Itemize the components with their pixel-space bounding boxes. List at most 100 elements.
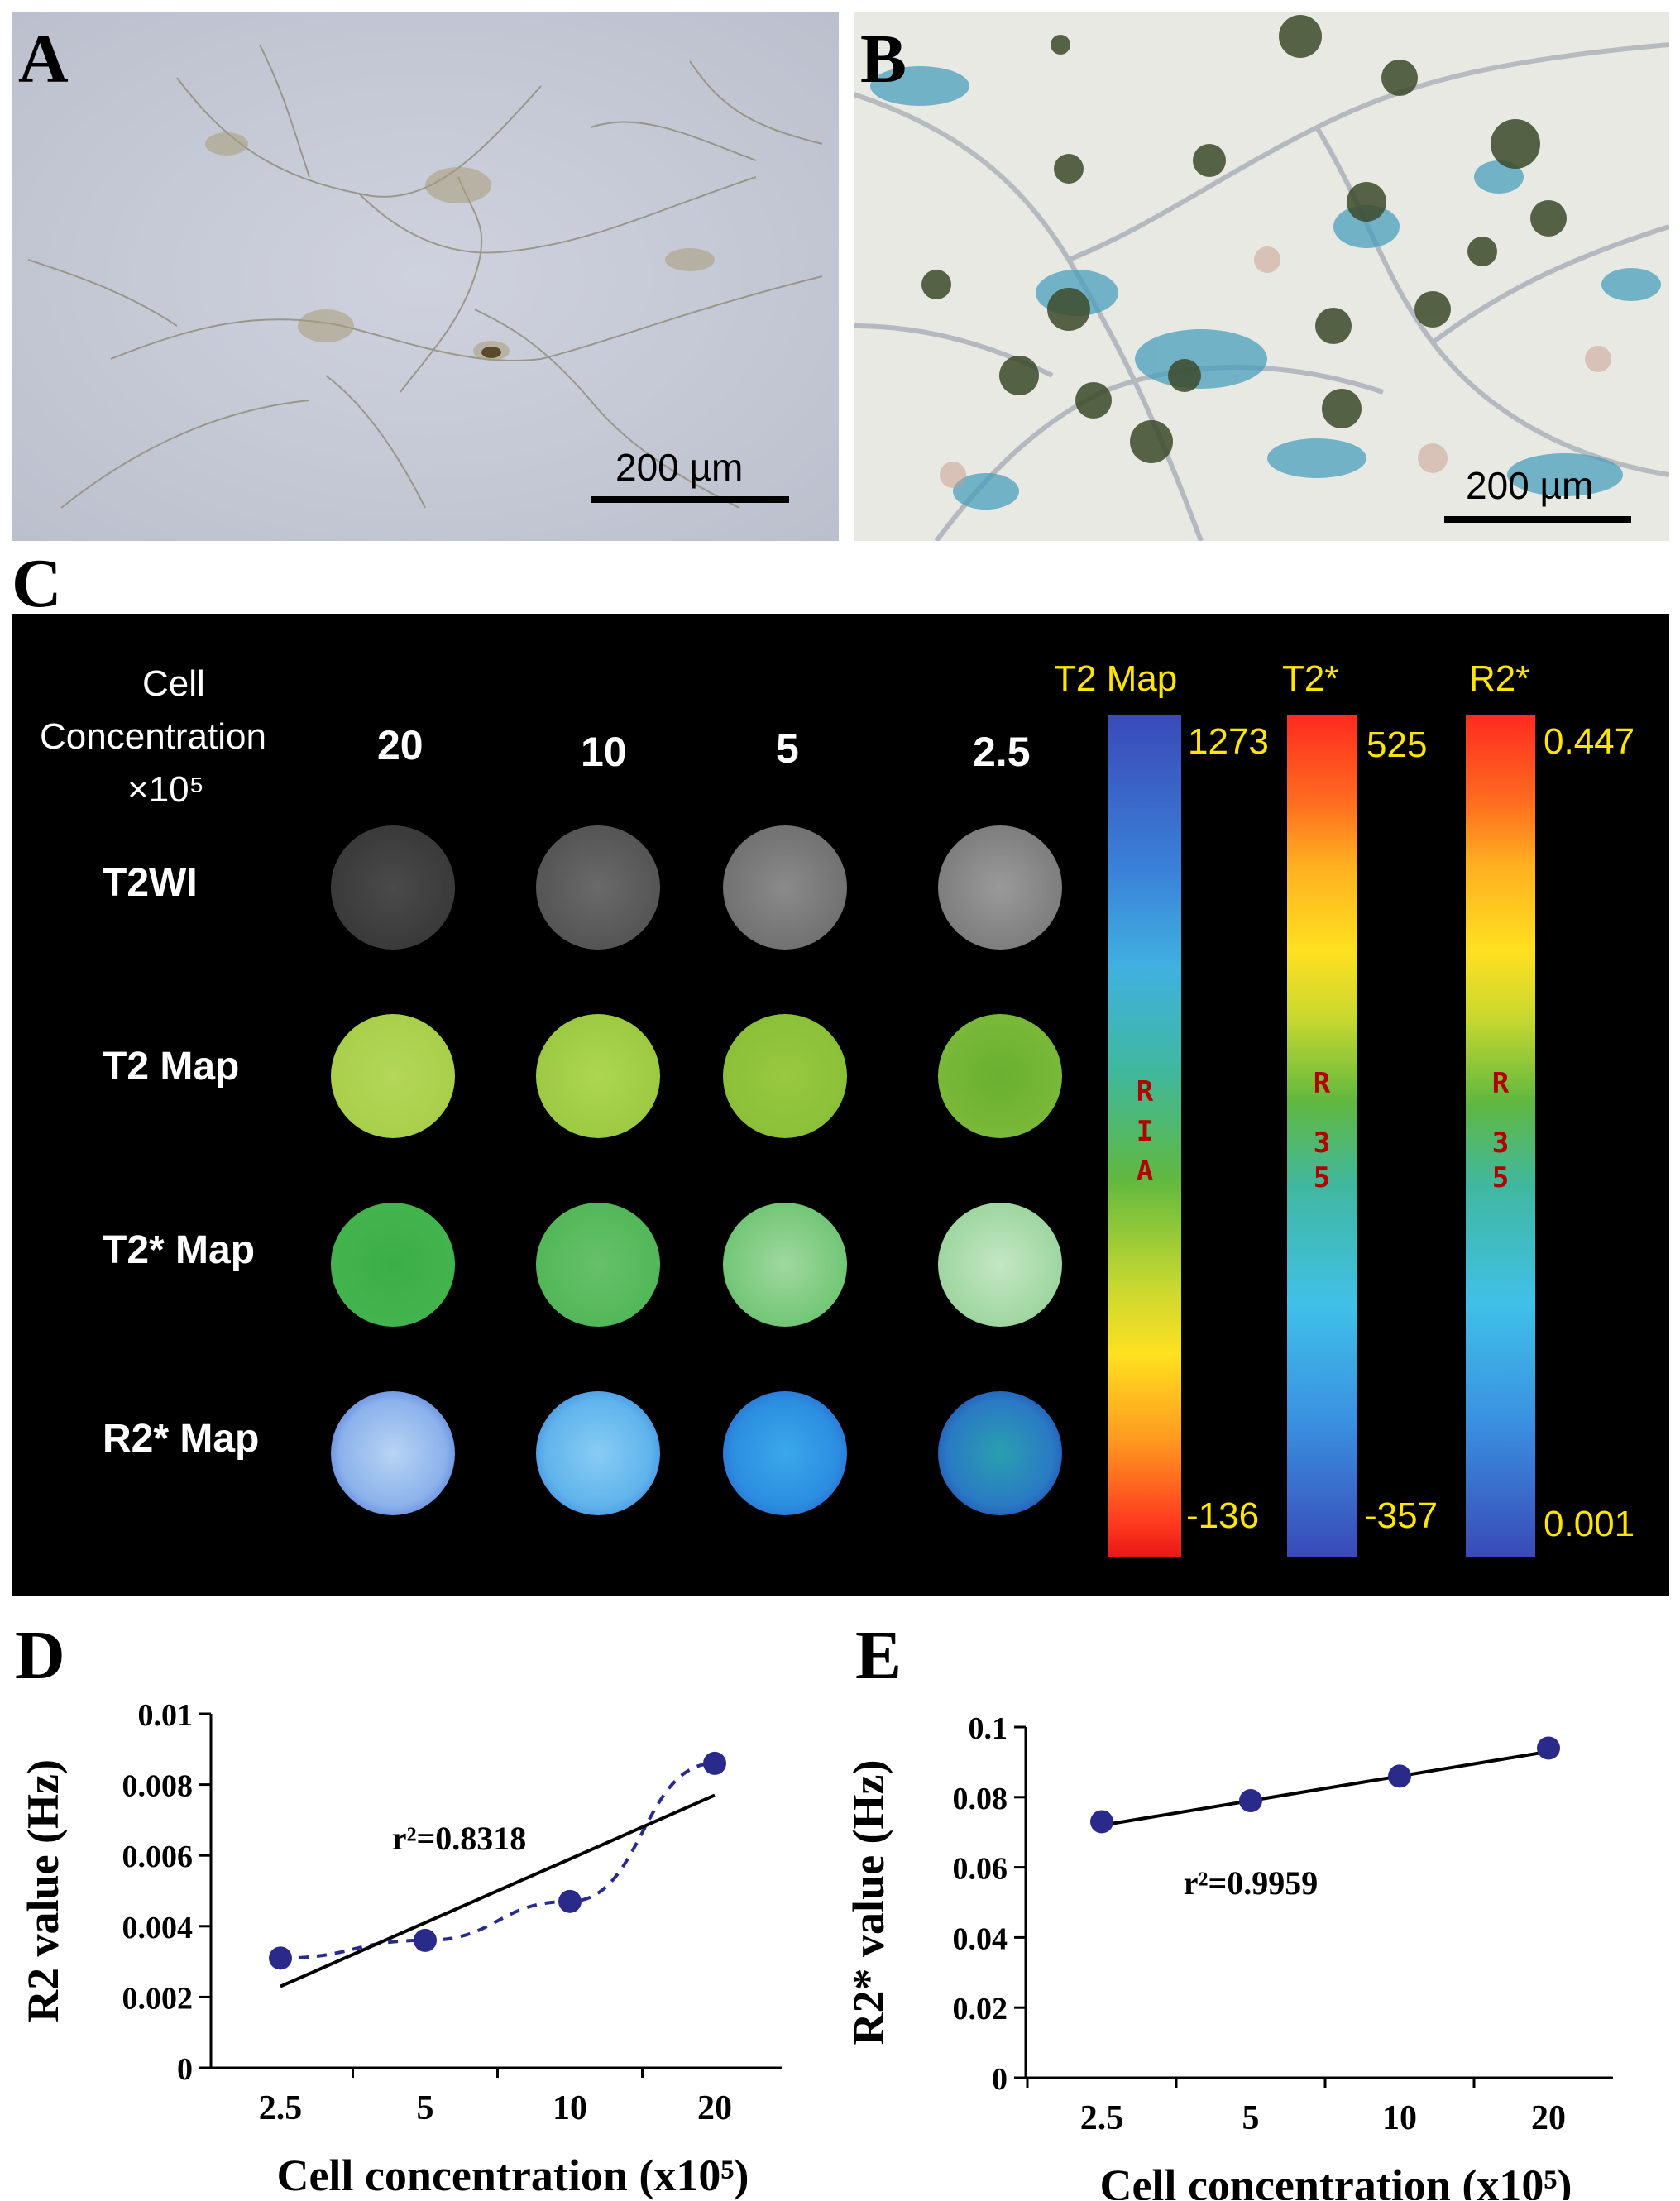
data-point [414,1928,437,1952]
colorbar-min-r2star: 0.001 [1544,1504,1635,1544]
dish-t2star-5 [723,1203,847,1327]
panel-label-c: C [12,545,62,622]
colorbar-mark-t2star-1: R [1313,1067,1331,1100]
colorbar-min-t2-map: -136 [1186,1495,1260,1536]
concentration-5: 5 [776,725,799,772]
panel-label-a-front: A [18,25,69,94]
x-tick-label: 2.5 [259,2089,303,2127]
colorbar-max-t2-map: 1273 [1188,721,1269,762]
x-tick-label: 2.5 [1080,2099,1124,2137]
y-axis-label: R2* value (Hz) [844,1760,893,2045]
row-label-t2-map: T2 Map [103,1045,240,1089]
x-tick-label: 5 [417,2089,434,2127]
colorbar-max-t2star: 525 [1366,725,1428,765]
colorbar-mark-t2star-3: 5 [1313,1161,1331,1194]
dish-t2wi-20 [331,825,455,950]
header-line-unit: ×10⁵ [127,769,204,810]
colorbar-title-t2star: T2* [1282,658,1339,699]
row-label-t2wi: T2WI [103,861,198,905]
panel-letter-a: A [18,21,69,98]
data-point [1388,1764,1411,1788]
colorbar-mark-r2star-2: 3 [1491,1127,1510,1160]
dish-t2star-20 [331,1203,455,1327]
colorbar-t2star [1287,715,1357,1557]
data-point [1090,1810,1113,1834]
series-dashed-line [280,1761,716,1960]
fit-line [280,1793,716,1988]
x-tick-label: 20 [1531,2099,1566,2137]
fit-line [1101,1749,1549,1827]
micrograph-b: 200 µm [854,12,1669,541]
scalebar-a [591,496,789,503]
y-tick-label: 0.006 [122,1840,194,1874]
scalebar-label-a: 200 µm [615,446,744,489]
colorbar-t2-map [1108,715,1181,1557]
dish-t2star-10 [536,1203,660,1327]
unstained-cells-image [12,12,839,541]
concentration-2-5: 2.5 [973,729,1031,775]
x-tick-label: 5 [1242,2099,1260,2137]
scalebar-label-b: 200 µm [1466,464,1594,507]
colorbar-title-t2-map: T2 Map [1054,658,1178,699]
x-tick-label: 20 [697,2089,732,2127]
dish-t2map-20 [331,1014,455,1138]
chart-r2-vs-concentration: 0 0.002 0.004 0.006 0.008 0.01 2.5 5 10 20 r²=0.83… [18,1698,782,2200]
micrograph-a: 200 µm [12,12,839,541]
y-tick-label: 0.004 [122,1911,194,1945]
scalebar-b [1444,516,1631,523]
dish-r2star-5 [723,1391,847,1515]
colorbar-mark-r2star-3: 5 [1491,1161,1510,1194]
r-squared-annotation: r²=0.8318 [392,1820,527,1857]
x-tick-label: 10 [553,2089,587,2127]
y-tick-label: 0.08 [953,1782,1008,1816]
data-point [558,1889,582,1913]
header-line-cell: Cell [142,663,205,704]
panel-label-d: D [15,1617,65,1694]
prussian-blue-stained-cells-image [854,12,1669,541]
mri-phantom-panel: Cell Concentration ×10⁵ 20 10 5 2.5 T2WI… [12,614,1669,1596]
y-tick-label: 0.008 [122,1769,194,1804]
colorbar-title-r2star: R2* [1469,658,1530,699]
colorbar-mark-t2-1: R [1136,1075,1154,1108]
r-squared-annotation: r²=0.9959 [1184,1864,1319,1902]
concentration-20: 20 [377,722,424,768]
y-tick-label: 0 [177,2052,193,2087]
panel-label-b: B [860,21,907,98]
header-line-concentration: Concentration [40,716,266,757]
colorbar-mark-r2star-1: R [1491,1067,1510,1100]
dish-r2star-20 [331,1391,455,1515]
x-axis-label: Cell concentration (x10⁵) [276,2151,749,2200]
row-label-r2star-map: R2* Map [103,1417,260,1461]
dish-r2star-10 [536,1391,660,1515]
dish-t2map-5 [723,1014,847,1138]
row-label-t2star-map: T2* Map [103,1228,256,1272]
y-tick-label: 0.04 [953,1921,1008,1956]
y-tick-label: 0.06 [953,1852,1008,1887]
colorbar-mark-t2star-2: 3 [1313,1127,1331,1160]
data-point [703,1751,726,1775]
dish-r2star-2-5 [938,1391,1062,1515]
y-tick-label: 0.01 [138,1698,194,1733]
y-tick-label: 0.1 [969,1711,1008,1746]
dish-t2map-2-5 [938,1014,1062,1138]
dish-t2wi-2-5 [938,825,1062,950]
colorbar-mark-t2-3: A [1136,1155,1154,1188]
data-point [1239,1789,1262,1813]
colorbar-min-t2star: -357 [1365,1495,1438,1536]
dish-t2wi-5 [723,825,847,950]
x-tick-label: 10 [1382,2099,1417,2137]
data-point [269,1946,292,1970]
y-tick-label: 0.02 [953,1992,1008,2026]
colorbar-r2star [1466,715,1535,1557]
x-axis-label: Cell concentration (x10⁵) [1099,2160,1572,2200]
dish-t2star-2-5 [938,1203,1062,1327]
panel-label-e: E [855,1617,902,1694]
y-tick-label: 0.002 [122,1981,194,2016]
colorbar-mark-t2-2: I [1136,1115,1154,1148]
colorbar-max-r2star: 0.447 [1544,721,1635,762]
concentration-10: 10 [581,729,627,775]
dish-t2map-10 [536,1014,660,1138]
y-tick-label: 0 [992,2062,1008,2097]
dish-t2wi-10 [536,825,660,950]
y-axis-label: R2 value (Hz) [18,1759,68,2022]
